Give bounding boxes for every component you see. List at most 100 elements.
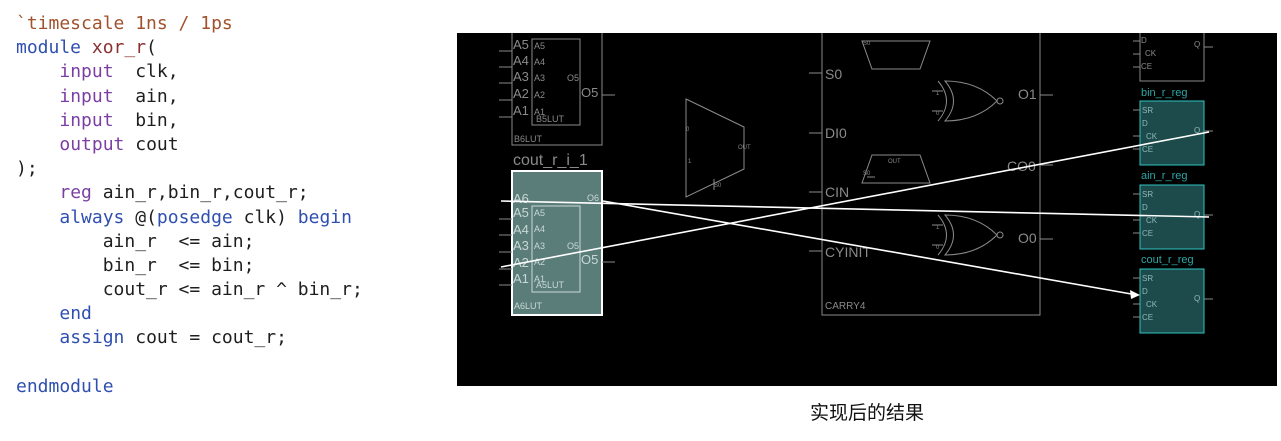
reg-pin: CK bbox=[1146, 132, 1158, 141]
net-bin-r bbox=[500, 131, 1210, 268]
carry4-pin: CIN bbox=[825, 184, 849, 200]
reg-out: Q bbox=[1194, 126, 1200, 135]
cout-lut-instance-label: cout_r_i_1 bbox=[513, 152, 588, 169]
code-line: bin_r <= bin; bbox=[16, 254, 363, 278]
xor-in: 1 bbox=[936, 225, 940, 231]
mux-sel: S0 bbox=[714, 183, 722, 189]
a6lut-name: A6LUT bbox=[514, 301, 543, 311]
cout-r-reg-cell[interactable]: SR D CK CE Q bbox=[1139, 268, 1205, 334]
b5lut-pin: A5 bbox=[534, 41, 545, 51]
net-cout-d bbox=[602, 200, 1138, 296]
code-token: input bbox=[59, 109, 114, 131]
top-register-cell[interactable]: D CK CE Q bbox=[1139, 33, 1205, 82]
cout-lut-pin: A6 bbox=[513, 191, 529, 206]
code-token: @( bbox=[124, 206, 157, 228]
b6lut-out: O5 bbox=[581, 85, 598, 100]
b5lut-pin: A3 bbox=[534, 73, 545, 83]
code-token: clk, bbox=[113, 61, 179, 83]
code-line: `timescale 1ns / 1ps bbox=[16, 12, 363, 36]
cout-lut-pin: A5 bbox=[513, 205, 529, 220]
cout-lut-pin: A4 bbox=[513, 222, 529, 237]
code-token: module bbox=[16, 37, 92, 59]
carry4-mux-out: OUT bbox=[888, 159, 901, 165]
b5lut-pin: A1 bbox=[534, 107, 545, 117]
code-token: cout = cout_r; bbox=[124, 327, 287, 349]
xor-in: 1 bbox=[936, 91, 940, 97]
ain-r-reg-cell[interactable]: SR D CK CE Q bbox=[1139, 184, 1205, 250]
code-line: ); bbox=[16, 157, 363, 181]
code-token bbox=[16, 110, 59, 131]
carry4-out: CO0 bbox=[1007, 158, 1036, 174]
b6lut-pin: A3 bbox=[513, 69, 529, 84]
b6lut-pin: A2 bbox=[513, 86, 529, 101]
code-line: ain_r <= ain; bbox=[16, 230, 363, 254]
routed-nets bbox=[500, 131, 1210, 296]
cout-lut-cell[interactable]: A6 A5 A4 A3 A2 A1 O5 A5 A4 A3 A2 A1 O5 A… bbox=[499, 170, 615, 316]
figure-caption: 实现后的结果 bbox=[809, 402, 924, 424]
reg-pin: D bbox=[1142, 203, 1148, 212]
code-token: reg bbox=[59, 182, 92, 204]
code-token: endmodule bbox=[16, 375, 114, 397]
a5lut-pin: A1 bbox=[534, 274, 545, 284]
code-token: assign bbox=[59, 327, 125, 349]
b6lut-cell[interactable]: A5 A4 A3 A2 A1 A5 A4 A3 A2 A1 O5 B5LUT B… bbox=[499, 33, 615, 146]
code-token: posedge bbox=[156, 206, 233, 228]
cout-lut-out6: O6 bbox=[587, 193, 599, 203]
xor-in: 0 bbox=[936, 111, 940, 117]
verilog-code-block: `timescale 1ns / 1ps module xor_r( input … bbox=[16, 12, 363, 399]
code-line: always @(posedge clk) begin bbox=[16, 206, 363, 230]
code-token: bin_r <= bin; bbox=[16, 254, 255, 276]
reg-pin: SR bbox=[1142, 190, 1153, 199]
code-token bbox=[16, 207, 59, 228]
code-line: end bbox=[16, 302, 363, 326]
reg-pin: CE bbox=[1142, 145, 1153, 154]
top-reg-pin: D bbox=[1141, 36, 1147, 45]
b5lut-out: O5 bbox=[567, 73, 579, 83]
code-token: ain, bbox=[113, 85, 179, 107]
top-reg-pin: CE bbox=[1141, 62, 1152, 71]
code-line: input bin, bbox=[16, 109, 363, 133]
code-line: reg ain_r,bin_r,cout_r; bbox=[16, 181, 363, 205]
bin-r-reg-cell[interactable]: SR D CK CE Q bbox=[1139, 100, 1205, 166]
code-token: ( bbox=[146, 37, 157, 59]
xor-gate-o1: 1 0 bbox=[932, 80, 1004, 122]
net-ain-r bbox=[500, 200, 1210, 218]
cout-lut-pin: A1 bbox=[513, 271, 529, 286]
reg-name-label: bin_r_reg bbox=[1141, 87, 1187, 99]
mux-out: OUT bbox=[738, 145, 751, 151]
reg-out: Q bbox=[1194, 210, 1200, 219]
carry4-pin: DI0 bbox=[825, 125, 847, 141]
code-token: input bbox=[59, 61, 114, 83]
code-token: `timescale 1ns / 1ps bbox=[16, 13, 233, 34]
code-line: cout_r <= ain_r ^ bin_r; bbox=[16, 278, 363, 302]
reg-pin: D bbox=[1142, 119, 1148, 128]
code-line: input ain, bbox=[16, 85, 363, 109]
b5lut-pin: A2 bbox=[534, 90, 545, 100]
code-token bbox=[16, 182, 59, 203]
mux-in0: 0 bbox=[686, 127, 690, 133]
a5lut-pin: A3 bbox=[534, 241, 545, 251]
reg-pin: CK bbox=[1146, 300, 1158, 309]
carry4-cell[interactable]: S0 DI0 CIN CYINIT O1 CO0 O0 CARRY4 S0 S0… bbox=[809, 33, 1053, 316]
code-line: module xor_r( bbox=[16, 36, 363, 60]
mux-cell[interactable]: 0 1 OUT S0 bbox=[685, 98, 751, 198]
code-line: output cout bbox=[16, 133, 363, 157]
code-token bbox=[16, 86, 59, 107]
code-token: bin, bbox=[113, 109, 179, 131]
code-token: begin bbox=[297, 206, 352, 228]
code-line: assign cout = cout_r; bbox=[16, 326, 363, 350]
b6lut-name: B6LUT bbox=[514, 134, 543, 144]
code-token: clk) bbox=[232, 206, 298, 228]
arrow-head bbox=[1130, 290, 1140, 299]
b5lut-name: B5LUT bbox=[536, 114, 565, 124]
b5lut-pin: A4 bbox=[534, 57, 545, 67]
code-token bbox=[16, 303, 59, 324]
a5lut-out: O5 bbox=[567, 241, 579, 251]
cout-lut-pin: A3 bbox=[513, 238, 529, 253]
reg-name-label: ain_r_reg bbox=[1141, 170, 1187, 182]
reg-name-label: cout_r_reg bbox=[1141, 254, 1194, 266]
reg-pin: D bbox=[1142, 287, 1148, 296]
carry4-mux-sel: S0 bbox=[863, 171, 871, 177]
code-token: xor_r bbox=[91, 37, 147, 59]
reg-pin: SR bbox=[1142, 274, 1153, 283]
